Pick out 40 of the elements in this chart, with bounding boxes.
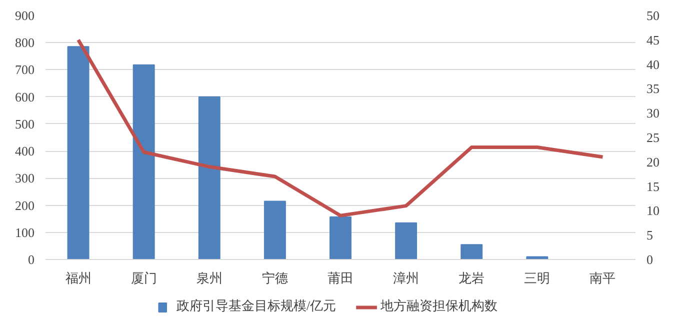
bar — [198, 96, 220, 260]
y-tick-label: 100 — [15, 224, 34, 240]
y-tick-label: 300 — [15, 170, 34, 186]
y2-tick-label: 50 — [646, 8, 660, 23]
legend-label: 政府引导基金目标规模/亿元 — [176, 298, 336, 313]
x-tick-label: 厦门 — [130, 270, 157, 286]
y2-tick-label: 0 — [646, 252, 653, 267]
y2-tick-label: 25 — [646, 130, 660, 145]
y-tick-label: 900 — [15, 8, 34, 23]
y2-tick-label: 20 — [646, 154, 660, 170]
x-tick-label: 宁德 — [262, 270, 288, 286]
y-tick-label: 0 — [28, 252, 34, 267]
y2-tick-label: 5 — [646, 228, 653, 243]
x-tick-label: 泉州 — [196, 270, 222, 286]
x-tick-label: 龙岩 — [458, 270, 485, 286]
y2-tick-label: 10 — [646, 203, 660, 218]
bar — [132, 64, 155, 260]
bar — [67, 46, 90, 260]
y-tick-label: 400 — [15, 144, 34, 159]
y2-tick-label: 45 — [646, 32, 660, 48]
y-tick-label: 700 — [15, 62, 34, 78]
y2-tick-label: 35 — [646, 81, 660, 96]
legend-label: 地方融资担保机构数 — [379, 298, 498, 313]
bar — [395, 222, 418, 260]
x-tick-label: 漳州 — [393, 270, 420, 286]
bar — [264, 200, 286, 260]
x-tick-label: 莆田 — [328, 270, 354, 286]
bar — [460, 244, 483, 260]
y-tick-label: 600 — [15, 89, 34, 104]
x-tick-label: 南平 — [590, 270, 616, 286]
y-tick-label: 200 — [15, 198, 34, 213]
y2-tick-label: 30 — [646, 106, 660, 121]
y-tick-label: 800 — [15, 35, 34, 50]
line-series — [76, 38, 604, 218]
y2-tick-label: 15 — [646, 178, 660, 194]
x-tick-label: 三明 — [524, 270, 550, 286]
y-tick-label: 500 — [15, 116, 34, 132]
y2-tick-label: 40 — [646, 56, 660, 72]
bar — [330, 216, 352, 260]
x-tick-label: 福州 — [65, 270, 92, 286]
